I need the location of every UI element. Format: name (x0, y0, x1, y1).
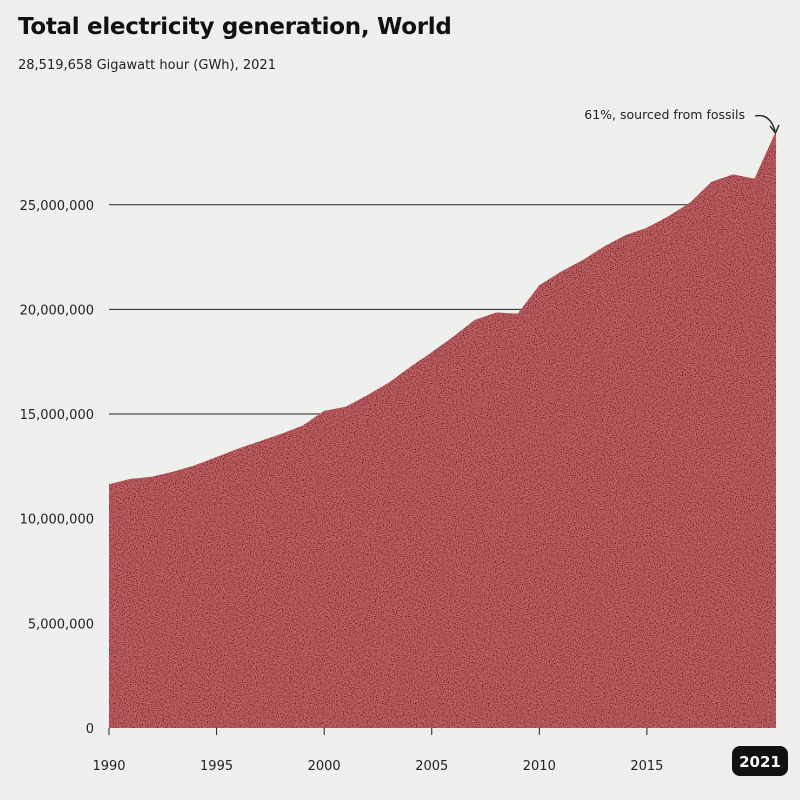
year-badge: 2021 (732, 746, 788, 776)
chart-subtitle: 28,519,658 Gigawatt hour (GWh), 2021 (18, 58, 276, 73)
annotation-text: 61%, sourced from fossils (584, 107, 745, 122)
area-series-fill (109, 131, 776, 729)
x-axis: 1990 1995 2000 2005 2010 2015 (92, 728, 663, 774)
x-tick-label: 2010 (523, 759, 556, 774)
y-tick-label: 10,000,000 (20, 513, 94, 528)
x-tick-label: 1995 (200, 759, 233, 774)
year-badge-label: 2021 (739, 753, 781, 771)
y-tick-label: 0 (86, 722, 94, 737)
area-series (109, 131, 776, 729)
x-tick-label: 1990 (92, 759, 125, 774)
y-tick-label: 15,000,000 (20, 408, 94, 423)
annotation-arrow-icon (754, 114, 776, 132)
x-tick-label: 2000 (308, 759, 341, 774)
x-tick-label: 2005 (415, 759, 448, 774)
y-tick-label: 5,000,000 (28, 617, 94, 632)
y-tick-label: 25,000,000 (20, 199, 94, 214)
chart-title: Total electricity generation, World (18, 14, 452, 40)
x-tick-label: 2015 (630, 759, 663, 774)
arrowhead-icon (769, 124, 780, 135)
y-tick-label: 20,000,000 (20, 303, 94, 318)
y-axis: 0 5,000,000 10,000,000 15,000,000 20,000,000… (20, 199, 94, 737)
annotation: 61%, sourced from fossils (584, 107, 780, 135)
